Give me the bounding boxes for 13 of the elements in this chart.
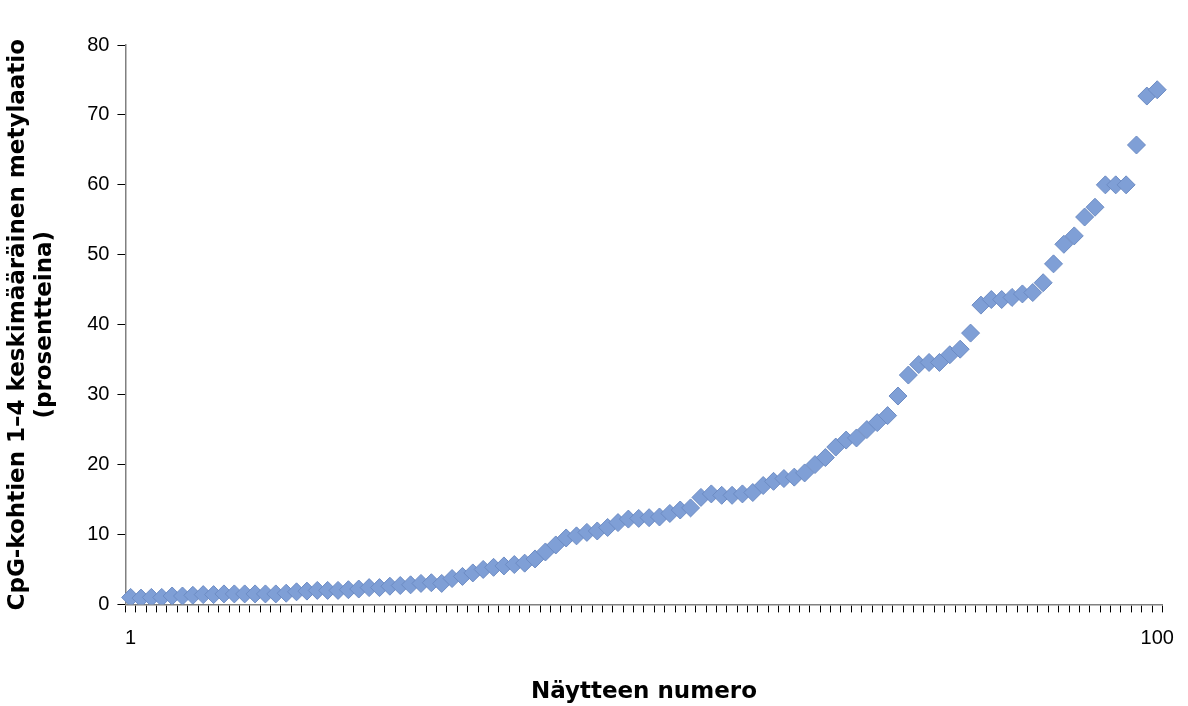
y-tick-label: 70 <box>87 102 110 125</box>
y-tick-label: 30 <box>87 382 110 405</box>
y-tick-label: 0 <box>98 591 110 614</box>
y-tick-label: 40 <box>87 312 110 335</box>
y-tick-label: 60 <box>87 172 110 195</box>
x-tick-label: 100 <box>1140 625 1174 648</box>
x-tick-label: 1 <box>125 625 137 648</box>
x-axis-title: Näytteen numero <box>530 677 757 704</box>
y-tick-label: 50 <box>87 242 110 265</box>
y-axis-title: CpG-kohtien 1–4 keskimääräinen metylaatio (prosentteina) <box>2 39 57 611</box>
y-tick-label: 80 <box>87 32 110 55</box>
y-tick-label: 10 <box>87 521 110 544</box>
y-tick-label: 20 <box>87 452 110 475</box>
